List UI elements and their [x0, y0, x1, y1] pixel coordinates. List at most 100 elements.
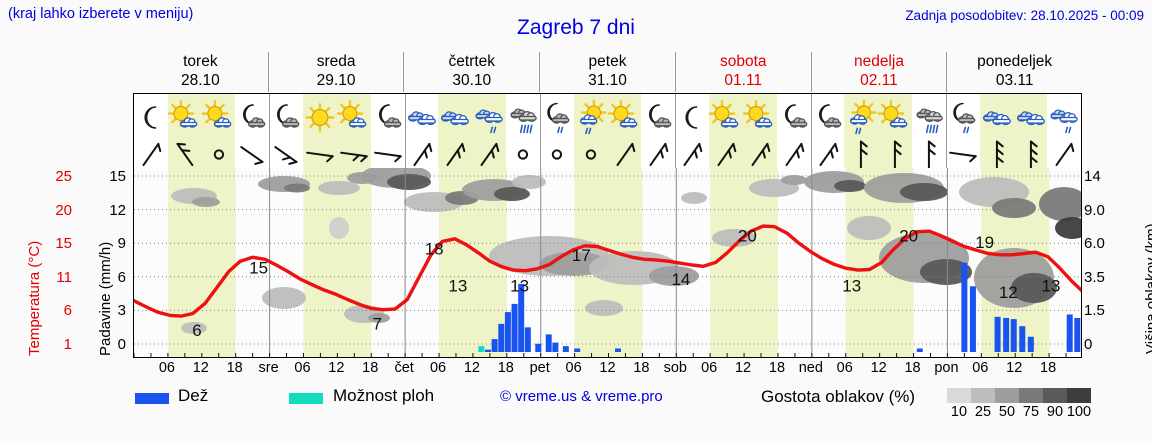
wind-barb-calm: [573, 139, 608, 168]
precipitation-tick: 6: [117, 268, 126, 286]
weather-icon-sun-cloud: [607, 94, 642, 139]
weather-icon-moon-cloud: [370, 94, 405, 139]
hour-label: 18: [1040, 360, 1057, 376]
cloudheight-axis-title: Višina oblakov (km): [1122, 168, 1152, 358]
weather-icon-cloud: [1013, 94, 1048, 139]
day-date: 28.10: [180, 72, 220, 89]
wind-barb-barb-sw-2: [641, 139, 676, 168]
day-name: sreda: [316, 53, 356, 70]
day-header-sreda: sreda 29.10: [267, 52, 404, 92]
hour-label: sob: [663, 360, 687, 376]
temperature-tick: 20: [55, 201, 72, 219]
weather-icon-sun-cloud: [709, 94, 743, 139]
wind-barb-calm: [201, 139, 236, 168]
cloud-density-swatch-25: [971, 388, 995, 403]
hour-label: pet: [529, 360, 550, 376]
legend-rain-swatch: [135, 393, 169, 404]
hour-label: 12: [328, 360, 345, 376]
legend: Dež Možnost ploh © vreme.us & vreme.pro …: [133, 386, 1091, 426]
wind-barb-barb-ne-2: [269, 139, 304, 168]
day-date: 30.10: [452, 72, 492, 89]
hour-label: 06: [429, 360, 447, 376]
hour-label: 06: [836, 360, 853, 376]
hour-label: 12: [870, 360, 887, 376]
precipitation-tick: 15: [109, 168, 126, 185]
wind-barb-barb-sw-2: [776, 139, 811, 168]
svg-text:12: 12: [999, 283, 1018, 302]
wind-barb-barb-sw-2: [810, 139, 845, 168]
forecast-icon-strip: [133, 93, 1082, 168]
svg-text:13: 13: [1042, 276, 1061, 295]
cloudheight-tick: 0: [1084, 336, 1093, 353]
hour-label: 18: [497, 360, 514, 376]
day-separator: [404, 94, 406, 139]
day-header-petek: petek 31.10: [539, 52, 675, 92]
wind-barb-barb-sw-2: [742, 139, 777, 168]
precipitation-axis-ticks: 15 12 9 6 3 0: [100, 168, 146, 358]
day-date: 01.11: [724, 72, 763, 89]
svg-text:17: 17: [572, 246, 591, 265]
weather-icon-moon: [134, 94, 168, 139]
weather-icon-sun-cloud: [201, 94, 236, 139]
location-menu-note: (kraj lahko izberete v meniju): [8, 6, 194, 22]
weather-icon-sun: [303, 94, 337, 139]
cloudheight-tick: 14: [1084, 168, 1101, 185]
day-separator: [404, 139, 406, 168]
cloudheight-axis-title-text: Višina oblakov (km): [1143, 223, 1152, 354]
cloud-density-tick-labels: 10 25 50 75 90 100: [947, 404, 1097, 422]
cloud-density-swatch-75: [1019, 388, 1043, 403]
wind-barb-barb-nw-2: [167, 139, 202, 168]
day-separator: [810, 94, 812, 139]
weather-icon-sun-cloud-rain: [844, 94, 879, 139]
wind-barb-barb-sw-2: [438, 139, 473, 168]
day-separator: [945, 139, 947, 168]
wind-barb-barb-n-3: [1013, 139, 1048, 168]
day-name: četrtek: [448, 53, 496, 70]
wind-barb-barb-e-1: [945, 139, 980, 168]
wind-barb-barb-sw-1: [134, 139, 168, 168]
weather-icon-cloud-rain-hvy: [506, 94, 540, 139]
day-header-band: torek 28.10 sreda 29.10 četrtek 30.10 petek 31.…: [133, 52, 1082, 92]
wind-barb-barb-ne-1: [235, 139, 270, 168]
day-header-torek: torek 28.10: [133, 52, 268, 92]
wind-barb-row: [134, 139, 1082, 168]
hour-label: 06: [972, 360, 989, 376]
cloudheight-tick: 6.0: [1084, 235, 1105, 253]
weather-icon-moon-cloud-rain: [539, 94, 574, 139]
svg-text:15: 15: [249, 259, 268, 278]
weather-icon-moon-cloud: [810, 94, 845, 139]
cloud-density-tick: 50: [998, 404, 1016, 420]
legend-showers-swatch: [289, 393, 323, 404]
weather-icon-sun-cloud: [742, 94, 777, 139]
cloudheight-tick: 1.5: [1084, 302, 1105, 320]
precipitation-tick: 0: [117, 336, 126, 353]
svg-text:6: 6: [192, 321, 201, 340]
cloudheight-tick: 3.5: [1084, 268, 1105, 286]
day-separator: [539, 139, 541, 168]
cloud-density-legend-title: Gostota oblakov (%): [761, 387, 916, 406]
temperature-tick: 6: [63, 302, 72, 320]
weather-icon-cloud: [438, 94, 473, 139]
copyright-label[interactable]: © vreme.us & vreme.pro: [500, 388, 663, 405]
hour-label: 12: [599, 360, 616, 376]
hour-label: 06: [158, 360, 175, 376]
svg-text:19: 19: [975, 233, 994, 252]
wind-barb-barb-e-1: [370, 139, 405, 168]
wind-barb-barb-sw-1: [1047, 139, 1082, 168]
temperature-tick: 11: [56, 268, 72, 286]
cloudheight-axis-ticks: 14 9.0 6.0 3.5 1.5 0: [1084, 168, 1130, 358]
svg-text:18: 18: [425, 239, 444, 258]
hour-label: 06: [565, 360, 582, 376]
day-header-sobota: sobota 01.11: [674, 52, 811, 92]
hour-label: 12: [1006, 360, 1023, 376]
hour-label: čet: [394, 360, 414, 376]
weather-icon-moon-cloud: [235, 94, 270, 139]
wind-barb-calm: [506, 139, 540, 168]
day-name: torek: [183, 53, 218, 70]
cloud-density-tick: 10: [950, 404, 968, 420]
precipitation-axis-title: Padavine (mm/h): [76, 168, 114, 358]
forecast-plot: 6 15 7 18 13 17 14 20 13 20 19 13 12 13: [133, 168, 1082, 358]
svg-text:13: 13: [842, 276, 861, 295]
precipitation-tick: 12: [109, 201, 126, 219]
